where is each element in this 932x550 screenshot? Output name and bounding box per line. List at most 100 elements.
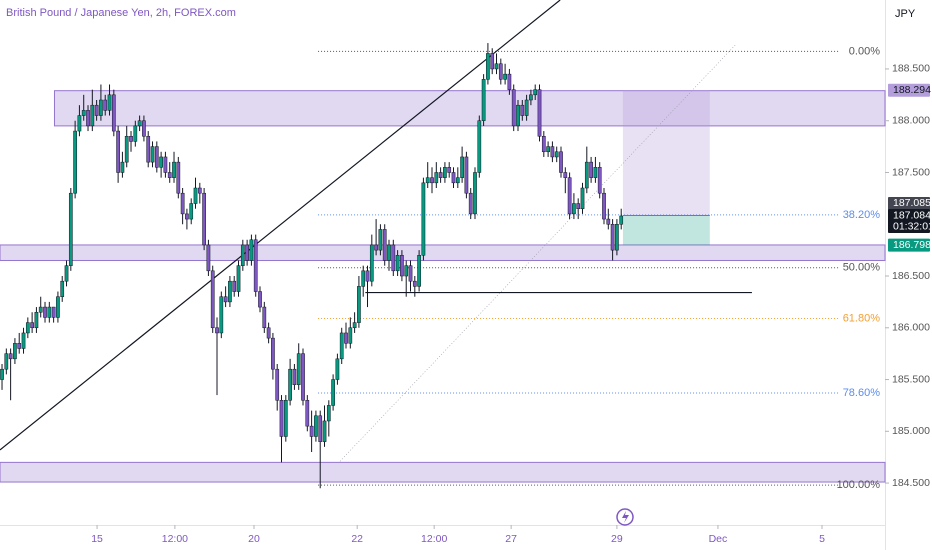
candle-body [309, 425, 314, 437]
zone [0, 461, 886, 483]
candle-body [412, 280, 417, 287]
fib-label: 61.80% [843, 312, 881, 324]
candle-body [533, 89, 538, 96]
x-tick-label: 29 [611, 533, 623, 545]
candle-body [210, 270, 215, 329]
candle-body [111, 94, 116, 132]
chart-title: British Pound / Japanese Yen, 2h, FOREX.… [6, 7, 236, 19]
candle-body [34, 311, 39, 329]
candle-body [262, 306, 267, 329]
countdown: 01:32:01 [893, 220, 932, 232]
candle-body [90, 104, 95, 127]
candle-body [352, 322, 357, 329]
candle-body [314, 415, 318, 437]
candle-body [99, 99, 103, 116]
fib-label: 78.60% [843, 387, 881, 399]
candle-body [382, 229, 387, 261]
candle-body [425, 177, 430, 184]
candle-body [339, 332, 344, 360]
x-tick-label: 5 [819, 533, 825, 545]
candle-body [503, 73, 507, 80]
candle-body [387, 244, 391, 261]
candle-body [550, 146, 555, 158]
candle-body [326, 405, 331, 422]
candle-body [357, 286, 361, 323]
candle-body [404, 265, 409, 277]
candle-body [283, 399, 288, 437]
candle-body [421, 182, 426, 256]
candle-body [240, 244, 245, 266]
candle-body [146, 135, 151, 163]
candle-body [4, 353, 9, 370]
candle-body [395, 255, 400, 272]
candle-body [400, 255, 404, 277]
candle-body [21, 332, 26, 349]
candle-body [344, 332, 348, 344]
candle-body [498, 63, 503, 80]
candle-body [460, 156, 464, 178]
x-tick-label: 15 [91, 533, 103, 545]
candle-body [348, 327, 353, 344]
fib-label: 38.20% [843, 209, 881, 221]
candle-body [288, 368, 292, 401]
candle-body [391, 244, 396, 272]
replay-icon[interactable] [616, 508, 634, 526]
candle-body [516, 104, 520, 127]
candle-body [537, 89, 542, 137]
candle-body [447, 167, 452, 173]
y-tick-label: 186.000 [892, 322, 930, 334]
candle-body [189, 203, 194, 220]
candle-body [434, 172, 439, 184]
price-tag: 186.798 [888, 238, 931, 252]
candle-body [86, 110, 90, 127]
candle-body [159, 156, 163, 168]
candle-body [481, 79, 486, 121]
candle-body [245, 244, 249, 261]
candle-body [486, 53, 490, 80]
candle-body [150, 146, 155, 163]
candle-body [369, 244, 374, 282]
candle-body [507, 73, 512, 90]
candle-body [464, 156, 469, 194]
candle-body [129, 135, 133, 142]
price-tag-bg [888, 83, 930, 97]
candle-body [589, 161, 593, 178]
y-tick-label: 186.500 [892, 270, 930, 282]
x-tick-label: 27 [505, 533, 517, 545]
zone [0, 244, 886, 261]
candle-body [0, 368, 4, 380]
fib-label: 50.00% [843, 262, 881, 274]
candle-body [142, 120, 146, 137]
candle-body [610, 223, 615, 251]
candle-body [77, 115, 82, 132]
candle-body [331, 379, 335, 406]
candle-body [107, 94, 112, 111]
candle-body [68, 192, 73, 266]
candle-body [529, 94, 533, 101]
x-tick-label: 12:00 [421, 533, 447, 545]
candle-body [124, 135, 129, 163]
candle-body [81, 110, 86, 116]
x-tick-label: 22 [351, 533, 363, 545]
candle-body [597, 167, 602, 194]
candle-body [292, 368, 297, 385]
candle-body [606, 218, 611, 225]
candle-body [511, 89, 516, 127]
price-tag-bg [888, 209, 930, 234]
price-tag-label: 187.084 [893, 209, 931, 221]
candle-body [563, 172, 568, 178]
y-tick-label: 185.000 [892, 425, 930, 437]
candle-body [17, 343, 22, 349]
price-tag-label: 186.798 [893, 239, 931, 251]
candle-body [228, 280, 232, 303]
x-tick-label: 20 [248, 533, 260, 545]
candle-body [365, 270, 370, 282]
candle-body [185, 213, 189, 220]
candle-body [301, 353, 305, 401]
candle-body [30, 322, 34, 329]
zone [53, 90, 886, 127]
candle-body [51, 306, 56, 318]
candle-body [266, 327, 271, 339]
candle-body [172, 161, 176, 178]
